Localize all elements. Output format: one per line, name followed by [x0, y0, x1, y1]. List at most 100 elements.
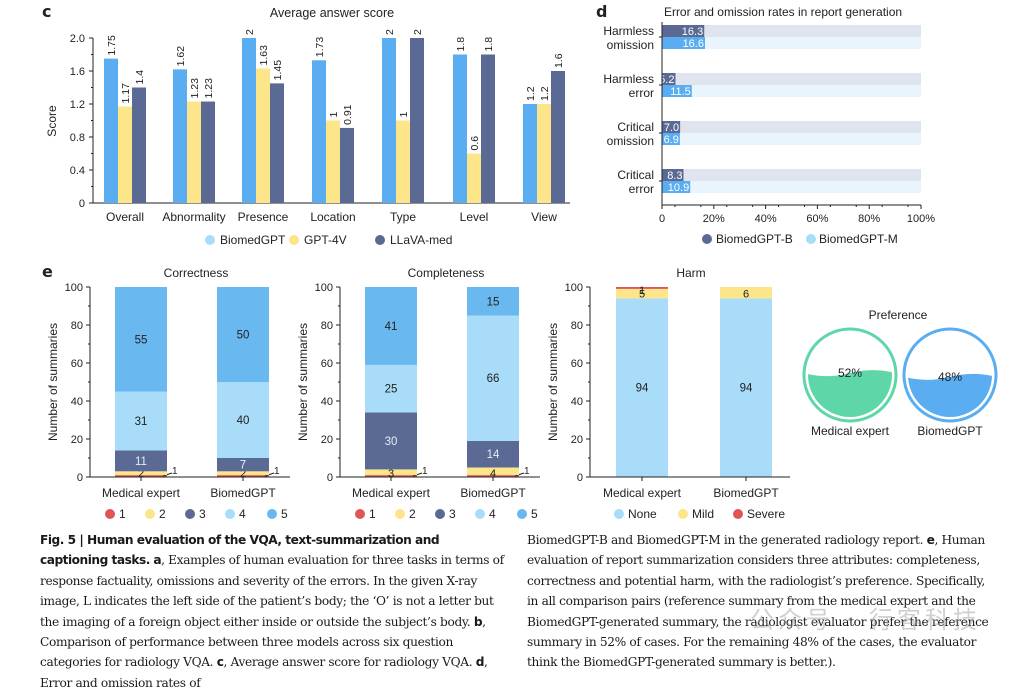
legend-marker — [614, 509, 624, 519]
segment-value-label: 1 — [524, 466, 530, 477]
bar-biomedgpt — [523, 104, 537, 203]
legend-marker — [185, 509, 195, 519]
y-tick-label: 0.8 — [70, 132, 85, 144]
bar-value-label: 1.63 — [258, 45, 270, 66]
chart-completeness: Completeness 0 20 40 60 80 100 Number of summar… — [296, 266, 540, 521]
stack-segment-3 — [467, 440, 519, 468]
stack-segment-1 — [217, 475, 269, 477]
segment-value-label: 40 — [237, 415, 250, 427]
bar-value-label: 6.9 — [664, 134, 679, 146]
bar-biomedgpt-m — [662, 133, 680, 145]
track-m — [662, 133, 921, 145]
x-tick-label: 100% — [907, 213, 935, 225]
legend-marker — [375, 235, 385, 245]
bar-gpt-4v — [467, 153, 481, 203]
caption-a-label: a — [153, 553, 162, 568]
segment-value-label: 94 — [740, 383, 753, 395]
bar-value-label: 2 — [412, 29, 424, 35]
x-tick-label: Type — [390, 210, 416, 224]
y-tick-label: omission — [607, 38, 654, 52]
stack-segment-1 — [365, 475, 417, 477]
bar-value-label: 0.91 — [342, 104, 354, 125]
segment-value-label: 94 — [636, 383, 649, 395]
chart-title: Correctness — [164, 266, 229, 280]
legend-marker — [225, 509, 235, 519]
y-tick-label: Harmless — [603, 72, 654, 86]
legend-marker — [678, 509, 688, 519]
bar-biomedgpt-m — [662, 85, 692, 97]
x-tick-label: Medical expert — [102, 486, 181, 500]
stack-segment-3 — [365, 412, 417, 470]
panel-label-e: e — [42, 262, 53, 281]
stack-segment-5 — [115, 287, 167, 392]
bar-llava-med — [132, 87, 146, 203]
track-b — [662, 121, 921, 133]
segment-value-label: 1 — [274, 466, 280, 477]
caption-c-text: , Average answer score for radiology VQA… — [223, 655, 473, 670]
stack-segment-4 — [217, 382, 269, 458]
y-tick-label: Critical — [617, 120, 654, 134]
stack-segment-5 — [217, 287, 269, 382]
legend-label: 2 — [159, 507, 166, 521]
y-tick-label: 80 — [321, 320, 333, 332]
y-tick-label: 0 — [77, 472, 83, 484]
caption-title: Fig. 5 | Human evaluation of the VQA, te… — [40, 533, 440, 568]
bar-biomedgpt — [382, 38, 396, 203]
stack-segment-3 — [217, 458, 269, 472]
bar-value-label: 1.17 — [120, 83, 132, 104]
legend-marker — [395, 509, 405, 519]
caption-a-text: , Examples of human evaluation for three… — [40, 553, 504, 629]
legend-label: 4 — [489, 507, 496, 521]
bar-value-label: 2 — [384, 29, 396, 35]
y-tick-label: 80 — [571, 320, 583, 332]
legend-marker — [105, 509, 115, 519]
bar-llava-med — [481, 54, 495, 203]
chart-title: Average answer score — [270, 6, 394, 20]
segment-value-label: 66 — [487, 373, 500, 385]
x-tick-label: Medical expert — [352, 486, 431, 500]
y-tick-label: 1.6 — [70, 66, 85, 78]
bar-gpt-4v — [118, 106, 132, 203]
chart-title: Preference — [869, 308, 928, 322]
figure-caption-left: Fig. 5 | Human evaluation of the VQA, te… — [40, 530, 510, 693]
bar-value-label: 11.5 — [670, 86, 691, 98]
bar-biomedgpt-b — [662, 169, 684, 181]
bar-value-label: 2 — [244, 29, 256, 35]
stack-segment-5 — [467, 287, 519, 316]
legend-label: 2 — [409, 507, 416, 521]
bar-value-label: 5.2 — [659, 74, 674, 86]
segment-value-label: 25 — [385, 384, 398, 396]
caption-b-label: b — [473, 614, 483, 629]
stack-segment-1 — [467, 475, 519, 477]
y-tick-label: 100 — [565, 282, 583, 294]
bar-gpt-4v — [256, 68, 270, 204]
bar-gpt-4v — [326, 120, 340, 203]
y-tick-label: 60 — [321, 358, 333, 370]
stack-segment-1 — [115, 475, 167, 477]
y-tick-label: 100 — [315, 282, 333, 294]
legend-marker — [806, 234, 816, 244]
gauge-fill — [908, 373, 992, 417]
segment-value-label: 7 — [240, 460, 246, 472]
bar-value-label: 1.8 — [455, 37, 467, 52]
legend-label: BiomedGPT — [220, 233, 286, 247]
stack-segment-3 — [115, 450, 167, 472]
gauge-value-label: 48% — [938, 370, 962, 384]
bar-value-label: 1.2 — [525, 86, 537, 101]
track-b — [662, 169, 921, 181]
bar-value-label: 1.45 — [272, 60, 284, 81]
segment-value-label: 15 — [487, 296, 500, 308]
bar-llava-med — [201, 101, 215, 203]
stack-segment-4 — [115, 391, 167, 451]
stack-segment-none — [720, 298, 772, 477]
track-m — [662, 37, 921, 49]
watermark: 公众号 · 行客科技 — [750, 606, 981, 634]
track-b — [662, 25, 921, 37]
x-tick-label: Overall — [106, 210, 144, 224]
bar-biomedgpt-b — [662, 73, 676, 85]
legend-label: None — [628, 507, 657, 521]
x-tick-label: Level — [460, 210, 489, 224]
stack-segment-4 — [365, 364, 417, 413]
legend-label: GPT-4V — [304, 233, 347, 247]
bar-value-label: 7.0 — [664, 122, 679, 134]
